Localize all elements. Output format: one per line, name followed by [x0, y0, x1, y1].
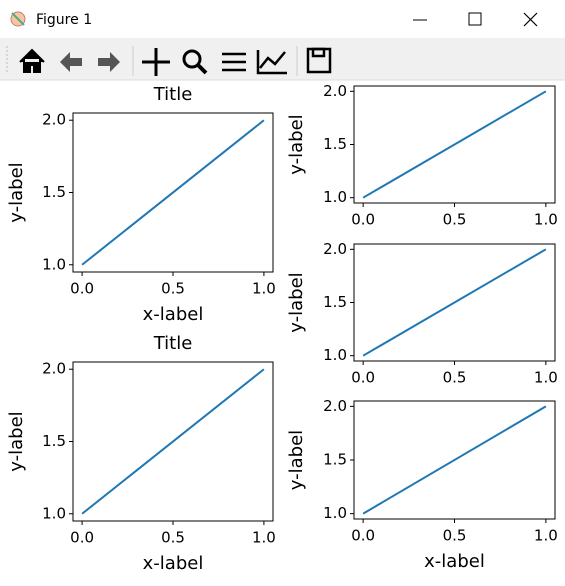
configure-button[interactable] [222, 52, 246, 72]
y-tick-label: 1.0 [42, 255, 66, 273]
back-button[interactable] [60, 52, 82, 72]
x-tick-label: 0.5 [443, 369, 467, 387]
edit-axes-button[interactable] [256, 50, 287, 75]
y-tick-label: 1.5 [42, 432, 66, 450]
y-axis-label: y-label [286, 272, 307, 332]
window-title: Figure 1 [36, 12, 92, 28]
y-tick-label: 1.5 [42, 183, 66, 201]
y-tick-label: 2.0 [323, 82, 347, 100]
data-line [81, 119, 265, 266]
x-tick-label: 1.0 [534, 527, 558, 545]
y-tick-label: 1.0 [42, 504, 66, 522]
y-tick-label: 2.0 [42, 111, 66, 129]
x-tick-label: 1.0 [252, 280, 276, 298]
y-tick-label: 1.5 [323, 135, 347, 153]
app-icon [10, 11, 26, 27]
y-tick-label: 2.0 [323, 240, 347, 258]
x-tick-label: 1.0 [534, 369, 558, 387]
x-tick-label: 0.5 [161, 280, 185, 298]
x-tick-label: 0.5 [161, 529, 185, 547]
axes-title: Title [153, 84, 193, 105]
x-tick-label: 0.0 [351, 211, 375, 229]
zoom-button[interactable] [182, 49, 208, 75]
forward-button[interactable] [98, 52, 120, 72]
home-button[interactable] [19, 48, 45, 73]
y-tick-label: 1.5 [323, 451, 347, 469]
x-axis-label: x-label [143, 304, 204, 325]
x-tick-label: 0.0 [351, 527, 375, 545]
y-tick-label: 1.0 [323, 504, 347, 522]
y-axis-label: y-label [6, 162, 27, 222]
y-axis-label: y-label [6, 411, 27, 471]
x-axis-label: x-label [143, 553, 204, 574]
x-tick-label: 0.0 [70, 529, 94, 547]
close-button[interactable] [523, 12, 538, 27]
x-axis-label: x-label [424, 551, 485, 572]
x-tick-label: 0.0 [70, 280, 94, 298]
y-axis-label: y-label [286, 430, 307, 490]
y-tick-label: 2.0 [42, 360, 66, 378]
y-tick-label: 2.0 [323, 397, 347, 415]
y-tick-label: 1.5 [323, 293, 347, 311]
x-tick-label: 1.0 [252, 529, 276, 547]
y-axis-label: y-label [286, 114, 307, 174]
save-button[interactable] [306, 47, 332, 74]
title-bar [0, 0, 565, 38]
data-line [81, 368, 265, 515]
x-tick-label: 0.0 [351, 369, 375, 387]
axes-title: Title [153, 333, 193, 354]
data-line [362, 405, 547, 515]
x-tick-label: 0.5 [443, 211, 467, 229]
data-line [362, 248, 547, 357]
y-tick-label: 1.0 [323, 346, 347, 364]
maximize-button[interactable] [468, 12, 482, 26]
data-line [362, 90, 547, 199]
y-tick-label: 1.0 [323, 188, 347, 206]
pan-button[interactable] [142, 48, 170, 76]
x-tick-label: 0.5 [443, 527, 467, 545]
x-tick-label: 1.0 [534, 211, 558, 229]
